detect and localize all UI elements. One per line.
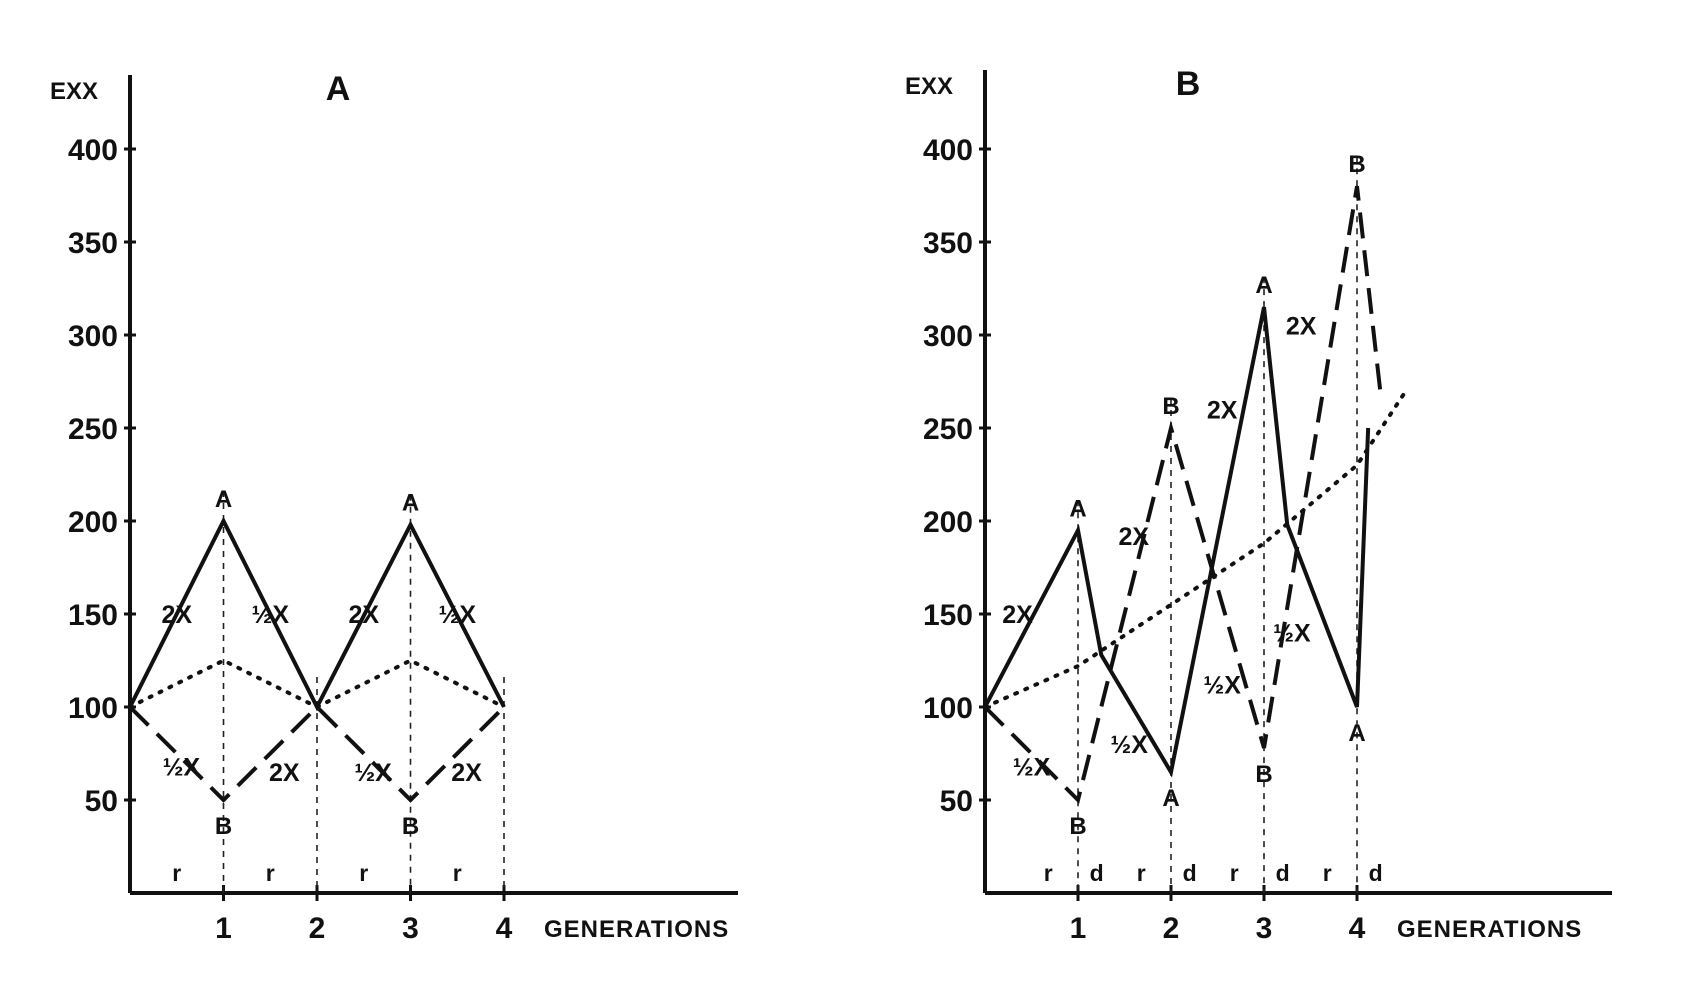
series-line-dashed bbox=[983, 185, 1383, 804]
y-tick-label: 100 bbox=[68, 692, 118, 725]
multiplier-label: 2X bbox=[1119, 523, 1150, 551]
multiplier-label: ½X bbox=[1273, 620, 1311, 648]
y-tick-label: 50 bbox=[85, 785, 118, 818]
y-tick-label: 400 bbox=[923, 134, 973, 167]
chart-title: B bbox=[1176, 65, 1201, 103]
phase-label: d bbox=[1276, 860, 1290, 886]
multiplier-label: 2X bbox=[1207, 396, 1238, 424]
multiplier-label: 2X bbox=[1002, 601, 1033, 629]
x-axis-label: GENERATIONS bbox=[1397, 916, 1582, 943]
phase-label: d bbox=[1090, 860, 1104, 886]
phase-label: r bbox=[1137, 860, 1146, 886]
x-axis-label: GENERATIONS bbox=[544, 916, 729, 943]
phase-label: d bbox=[1183, 860, 1197, 886]
phase-label: r bbox=[172, 860, 181, 886]
phase-label: r bbox=[1230, 860, 1239, 886]
series-line-dashed bbox=[128, 704, 506, 803]
series-line-dotted bbox=[983, 392, 1406, 709]
phase-label: r bbox=[266, 860, 275, 886]
multiplier-label: ½X bbox=[251, 601, 289, 629]
multiplier-label: ½X bbox=[1203, 672, 1241, 700]
point-label: B bbox=[402, 813, 419, 840]
multiplier-label: 2X bbox=[269, 759, 300, 787]
y-tick-label: 250 bbox=[923, 413, 973, 446]
point-label: B bbox=[215, 813, 232, 840]
y-axis-label: EXX bbox=[905, 73, 953, 100]
y-tick-label: 400 bbox=[68, 134, 118, 167]
y-tick-label: 300 bbox=[68, 320, 118, 353]
x-tick-label: 2 bbox=[309, 912, 326, 945]
point-label: A bbox=[215, 486, 232, 513]
series-line-solid bbox=[983, 306, 1371, 778]
chart-title: A bbox=[326, 70, 351, 108]
x-tick-label: 4 bbox=[1349, 912, 1366, 945]
x-tick-label: 3 bbox=[402, 912, 419, 945]
y-axis-label: EXX bbox=[50, 78, 98, 105]
multiplier-label: ½X bbox=[1013, 754, 1051, 782]
multiplier-label: ½X bbox=[354, 759, 392, 787]
y-tick-label: 250 bbox=[68, 413, 118, 446]
phase-label: d bbox=[1369, 860, 1383, 886]
y-tick-label: 200 bbox=[923, 506, 973, 539]
point-label: A bbox=[402, 490, 419, 517]
panel-b-chart: B EXX 400 350 300 250 200 150 100 50 1 2 3 4 GENERATIO… bbox=[905, 65, 1612, 945]
multiplier-label: 2X bbox=[348, 601, 379, 629]
x-tick-label: 1 bbox=[215, 912, 232, 945]
y-tick-label: 350 bbox=[923, 227, 973, 260]
point-label: B bbox=[1069, 813, 1086, 840]
point-label: A bbox=[1348, 720, 1365, 747]
x-tick-label: 2 bbox=[1163, 912, 1180, 945]
multiplier-label: 2X bbox=[1286, 313, 1317, 341]
y-tick-label: 150 bbox=[68, 599, 118, 632]
point-label: A bbox=[1069, 495, 1086, 522]
y-tick-label: 100 bbox=[923, 692, 973, 725]
phase-label: r bbox=[1044, 860, 1053, 886]
x-tick-label: 3 bbox=[1256, 912, 1273, 945]
y-tick-label: 50 bbox=[940, 785, 973, 818]
point-label: A bbox=[1162, 785, 1179, 812]
multiplier-label: ½X bbox=[1110, 731, 1148, 759]
point-label: B bbox=[1255, 761, 1272, 788]
y-tick-label: 350 bbox=[68, 227, 118, 260]
x-tick-label: 4 bbox=[496, 912, 513, 945]
panel-a-chart: A EXX 400 350 300 250 200 150 100 50 1 2 3 4 GENERATIO… bbox=[50, 70, 738, 945]
point-label: B bbox=[1348, 151, 1365, 178]
phase-label: r bbox=[359, 860, 368, 886]
multiplier-label: 2X bbox=[161, 601, 192, 629]
point-label: A bbox=[1255, 272, 1272, 299]
x-tick-label: 1 bbox=[1070, 912, 1087, 945]
series-line-dotted bbox=[128, 658, 506, 710]
multiplier-label: ½X bbox=[438, 601, 476, 629]
multiplier-label: 2X bbox=[451, 759, 482, 787]
multiplier-label: ½X bbox=[163, 754, 201, 782]
y-tick-label: 150 bbox=[923, 599, 973, 632]
phase-label: r bbox=[1323, 860, 1332, 886]
y-tick-label: 300 bbox=[923, 320, 973, 353]
phase-label: r bbox=[453, 860, 462, 886]
point-label: B bbox=[1162, 393, 1179, 420]
y-tick-label: 200 bbox=[68, 506, 118, 539]
